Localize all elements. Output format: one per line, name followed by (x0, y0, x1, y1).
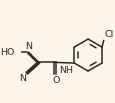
Text: HO: HO (0, 48, 15, 57)
Text: O: O (52, 76, 59, 85)
Text: N: N (25, 42, 32, 51)
Text: NH: NH (58, 66, 72, 75)
Text: Cl: Cl (103, 30, 113, 39)
Text: N: N (19, 74, 26, 83)
